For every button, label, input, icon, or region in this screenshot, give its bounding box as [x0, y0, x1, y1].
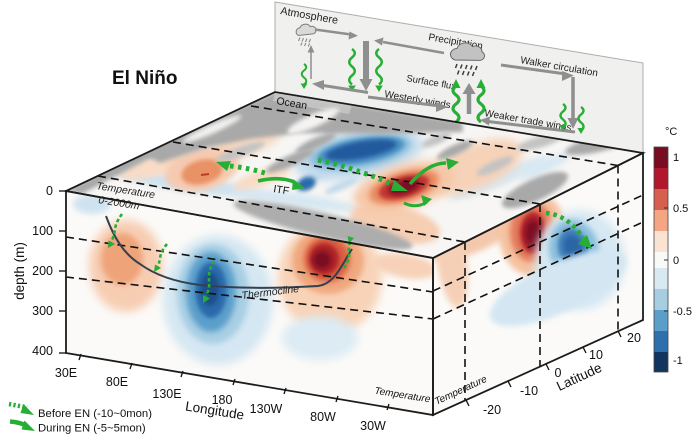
svg-text:0: 0 — [555, 366, 562, 380]
svg-text:130E: 130E — [152, 387, 181, 401]
svg-text:0: 0 — [673, 255, 679, 267]
svg-text:Before EN (-10~0mon): Before EN (-10~0mon) — [38, 408, 152, 420]
svg-text:ITF: ITF — [273, 183, 290, 197]
svg-text:30E: 30E — [55, 366, 77, 380]
svg-text:-10: -10 — [520, 384, 538, 398]
svg-text:30W: 30W — [360, 419, 386, 433]
svg-text:-0.5: -0.5 — [673, 306, 692, 318]
svg-text:100: 100 — [32, 224, 53, 238]
svg-text:Ocean: Ocean — [275, 95, 308, 112]
svg-text:°C: °C — [665, 126, 677, 138]
svg-text:80E: 80E — [106, 375, 128, 389]
svg-text:0: 0 — [46, 184, 53, 198]
svg-text:El Niño: El Niño — [112, 68, 177, 89]
svg-text:During EN (-5~5mon): During EN (-5~5mon) — [38, 423, 146, 435]
svg-text:80W: 80W — [310, 410, 336, 424]
svg-text:1: 1 — [673, 152, 679, 164]
svg-text:depth (m): depth (m) — [12, 242, 27, 300]
svg-text:130W: 130W — [250, 402, 283, 416]
svg-text:300: 300 — [32, 304, 53, 318]
svg-text:200: 200 — [32, 264, 53, 278]
svg-text:180: 180 — [212, 393, 233, 407]
svg-text:400: 400 — [32, 344, 53, 358]
svg-text:10: 10 — [589, 348, 603, 362]
svg-text:20: 20 — [627, 331, 641, 345]
svg-text:-1: -1 — [673, 355, 683, 367]
svg-text:0.5: 0.5 — [673, 203, 688, 215]
svg-text:-20: -20 — [483, 403, 501, 417]
